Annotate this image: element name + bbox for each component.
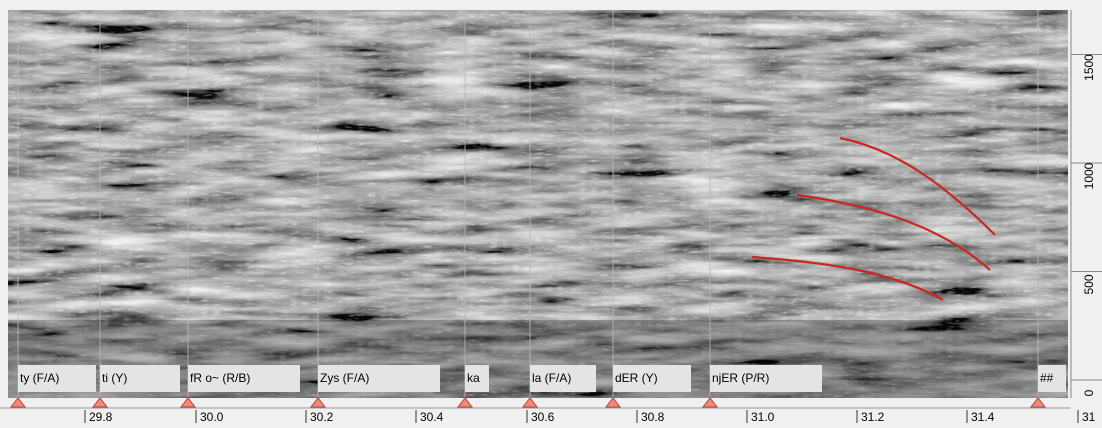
segment-label: la (F/A) <box>532 371 571 385</box>
boundary-marker <box>1029 397 1047 408</box>
segment-label-box <box>530 365 596 392</box>
time-tick-label: 30.0 <box>200 410 224 423</box>
frequency-axis-bg <box>1070 10 1102 400</box>
time-tick-label: 31.4 <box>971 410 995 423</box>
segment-label-box <box>465 365 489 392</box>
boundary-marker <box>91 397 109 408</box>
frequency-tick-label: 1500 <box>1082 54 1096 81</box>
formant-track <box>751 255 944 301</box>
segment-label-box <box>1038 365 1066 392</box>
segment-label-box <box>100 365 180 392</box>
frequency-tick-label: 1000 <box>1082 162 1096 189</box>
boundary-marker <box>701 397 719 408</box>
segment-label: fR o~ (R/B) <box>190 371 250 385</box>
time-axis-bg <box>0 398 1102 423</box>
time-tick-label: 30.8 <box>641 410 665 423</box>
time-tick-label: 30.2 <box>310 410 334 423</box>
segment-label-box <box>318 365 440 392</box>
segment-label: njER (P/R) <box>712 371 769 385</box>
boundary-marker <box>604 397 622 408</box>
segment-label: ty (F/A) <box>20 371 59 385</box>
frequency-tick-label: 500 <box>1082 274 1096 294</box>
time-tick-label: 31.0 <box>751 410 775 423</box>
segment-label: dER (Y) <box>615 371 658 385</box>
boundary-marker <box>456 397 474 408</box>
segment-label-box <box>613 365 691 392</box>
time-tick-label: 30.6 <box>531 410 555 423</box>
formant-tracks <box>751 136 996 301</box>
boundary-marker <box>521 397 539 408</box>
boundary-marker <box>309 397 327 408</box>
segment-label: Zys (F/A) <box>320 371 369 385</box>
time-tick-label: 31.2 <box>861 410 885 423</box>
spectrogram-speckle <box>8 10 1068 398</box>
boundary-marker <box>179 397 197 408</box>
segment-label-box <box>18 365 96 392</box>
time-tick-label: 31 <box>1082 410 1096 423</box>
formant-track <box>796 193 991 271</box>
segment-label: ti (Y) <box>102 371 127 385</box>
boundary-marker <box>9 397 27 408</box>
annotation-layer: ty (F/A) ti (Y) fR o~ (R/B) Zys (F/A) ka la (… <box>9 10 1102 424</box>
segment-label-box <box>188 365 300 392</box>
segment-label: ka <box>467 371 480 385</box>
segment-label: ## <box>1040 371 1054 385</box>
frequency-tick-label: 0 <box>1082 389 1096 396</box>
formant-track <box>839 136 996 236</box>
segment-label-box <box>710 365 822 392</box>
time-tick-label: 29.8 <box>89 410 113 423</box>
time-tick-label: 30.4 <box>420 410 444 423</box>
